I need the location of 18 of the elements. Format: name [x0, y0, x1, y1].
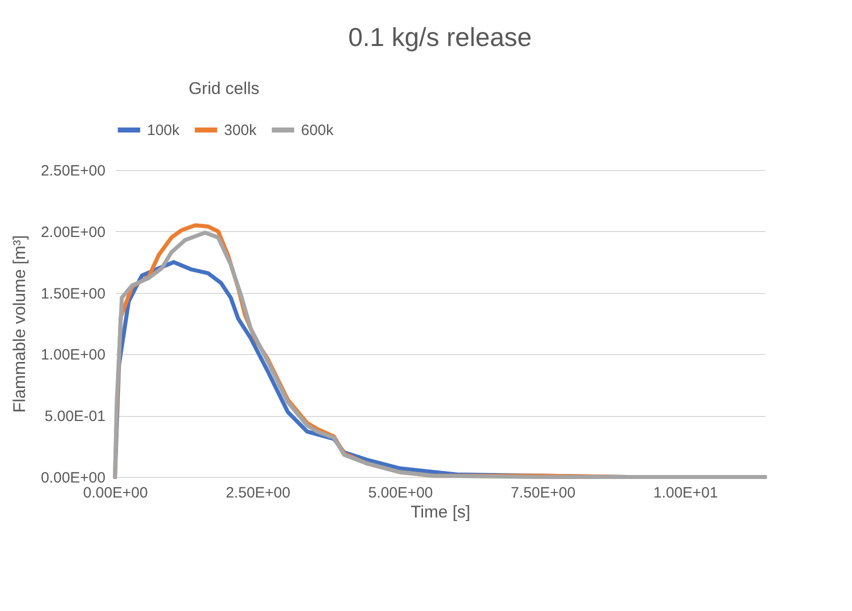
legend-label: 300k [224, 122, 258, 139]
x-tick-label: 2.50E+00 [226, 484, 290, 502]
y-tick-label: 2.50E+00 [40, 162, 106, 180]
legend-title: Grid cells [188, 79, 260, 98]
y-tick-label: 1.50E+00 [40, 285, 106, 302]
x-axis-title: Time [s] [410, 502, 470, 522]
y-tick-label: 0.00E+00 [40, 470, 106, 486]
y-axis-title: Flammable volume [m³] [10, 235, 29, 413]
y-tick-label: 2.00E+00 [40, 224, 106, 241]
x-tick-label: 1.00E+01 [653, 484, 718, 502]
x-tick-label: 7.50E+00 [510, 484, 576, 502]
y-tick-label: 5.00E-01 [44, 408, 106, 426]
legend-label: 600k [301, 122, 334, 139]
y-tick-label: 1.00E+00 [40, 346, 106, 364]
x-tick-label: 0.00E+00 [83, 484, 148, 502]
chart-title: 0.1 kg/s release [348, 22, 532, 52]
x-tick-label: 5.00E+00 [368, 484, 433, 502]
legend-label: 100k [147, 122, 180, 139]
